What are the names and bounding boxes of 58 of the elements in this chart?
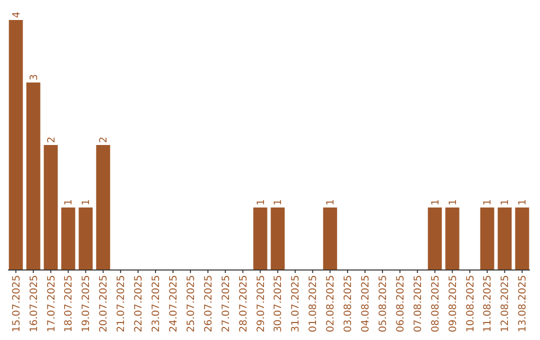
data-label: 1 xyxy=(482,199,494,206)
x-tick-label: 09.08.2025 xyxy=(448,275,459,332)
bar xyxy=(480,208,494,270)
bar xyxy=(253,208,268,270)
data-label: 1 xyxy=(81,199,92,206)
bar xyxy=(445,208,460,270)
bar xyxy=(44,145,58,270)
bar xyxy=(61,208,76,270)
bar xyxy=(78,208,93,270)
x-tick-label: 08.08.2025 xyxy=(430,275,442,332)
bar xyxy=(323,208,338,270)
x-tick-label: 04.08.2025 xyxy=(360,275,372,332)
x-tick-label: 03.08.2025 xyxy=(343,275,354,332)
x-tick-label: 20.07.2025 xyxy=(98,275,110,332)
x-tick-label: 29.07.2025 xyxy=(256,275,267,332)
x-tick-label: 11.08.2025 xyxy=(482,275,494,332)
data-label: 2 xyxy=(46,136,58,143)
data-label: 1 xyxy=(273,199,284,206)
data-label: 1 xyxy=(518,199,529,206)
x-tick-label: 27.07.2025 xyxy=(220,275,232,332)
x-tick-label: 18.07.2025 xyxy=(64,275,75,332)
x-tick-label: 07.08.2025 xyxy=(412,275,424,332)
x-tick-label: 12.08.2025 xyxy=(500,275,512,332)
x-tick-label: 13.08.2025 xyxy=(518,275,529,332)
x-tick-label: 25.07.2025 xyxy=(186,275,197,332)
data-label: 3 xyxy=(28,74,40,80)
data-label: 1 xyxy=(500,199,512,206)
x-tick-label: 26.07.2025 xyxy=(203,275,214,332)
data-label: 4 xyxy=(11,12,22,18)
x-tick-label: 23.07.2025 xyxy=(151,275,162,332)
data-label: 1 xyxy=(256,199,267,206)
bar xyxy=(8,20,23,270)
data-label: 1 xyxy=(326,199,337,206)
x-tick-label: 17.07.2025 xyxy=(46,275,58,332)
data-label: 1 xyxy=(448,199,459,206)
x-tick-label: 06.08.2025 xyxy=(395,275,406,332)
x-tick-label: 01.08.2025 xyxy=(308,275,320,332)
data-label: 1 xyxy=(430,199,442,206)
data-label: 1 xyxy=(64,199,75,206)
bar xyxy=(96,145,110,270)
bar xyxy=(270,208,285,270)
x-tick-label: 15.07.2025 xyxy=(11,275,22,332)
x-tick-label: 21.07.2025 xyxy=(116,275,128,332)
x-tick-label: 24.07.2025 xyxy=(168,275,180,332)
x-tick-label: 19.07.2025 xyxy=(81,275,92,332)
x-tick-label: 05.08.2025 xyxy=(378,275,389,332)
x-tick-label: 16.07.2025 xyxy=(28,275,40,332)
bar xyxy=(515,208,530,270)
x-tick-label: 10.08.2025 xyxy=(465,275,476,332)
x-tick-label: 22.07.2025 xyxy=(134,275,145,332)
bar xyxy=(498,208,512,270)
x-tick-label: 02.08.2025 xyxy=(326,275,337,332)
x-tick-label: 31.07.2025 xyxy=(290,275,302,332)
x-tick-label: 28.07.2025 xyxy=(238,275,250,332)
bar xyxy=(26,82,40,270)
bar xyxy=(428,208,442,270)
data-label: 2 xyxy=(98,136,110,143)
x-tick-label: 30.07.2025 xyxy=(273,275,284,332)
